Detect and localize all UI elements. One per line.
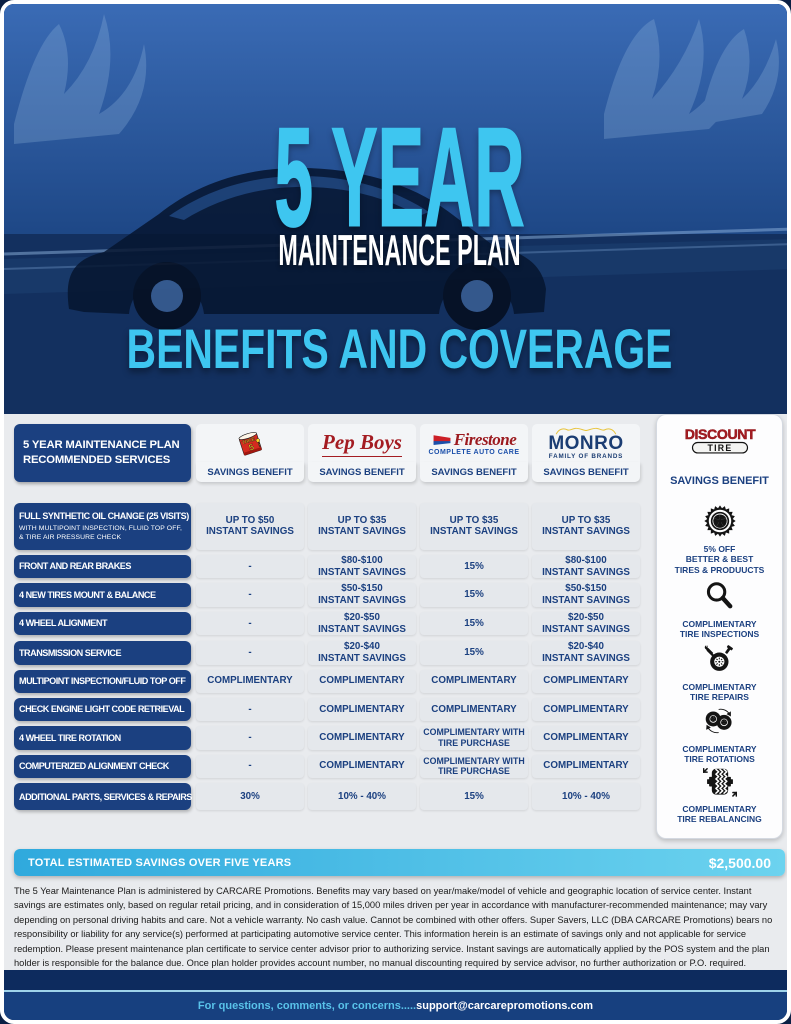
svg-text:TIRE: TIRE: [707, 443, 732, 453]
svg-text:DISCOUNT: DISCOUNT: [684, 427, 755, 443]
